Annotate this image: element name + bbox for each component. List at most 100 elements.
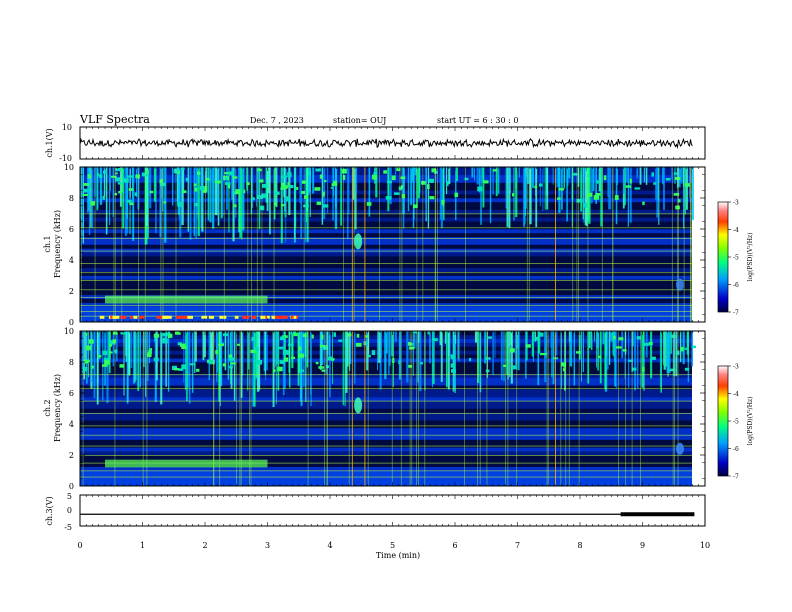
spectrogram-streak	[539, 167, 541, 207]
time-tick-label: 3	[265, 541, 270, 550]
spectrogram-band	[80, 287, 692, 292]
vertical-interference-line	[114, 331, 116, 486]
spectrogram-patch	[101, 364, 108, 367]
vertical-interference-line	[138, 167, 139, 322]
spectrogram-streak	[91, 167, 94, 229]
spectrogram-patch	[331, 358, 335, 361]
spectrogram-streak	[683, 167, 685, 229]
spectrogram-streak	[145, 331, 147, 397]
spectrogram-patch	[229, 365, 233, 369]
spectrogram-patch	[224, 177, 228, 181]
spectrogram-streak	[477, 331, 480, 384]
spectrogram-streak	[344, 331, 346, 407]
vertical-interference-line	[213, 331, 214, 486]
vertical-interference-line	[416, 331, 417, 486]
spectrogram-streak	[288, 167, 291, 216]
spectrogram-patch	[429, 196, 435, 200]
spectrogram-streak	[580, 167, 583, 212]
spectrogram-streak	[214, 167, 218, 216]
spectrogram-streak	[571, 167, 573, 227]
spectrogram-streak	[552, 167, 554, 185]
spectrogram-streak	[177, 167, 181, 215]
spectrogram-band	[80, 213, 692, 218]
vertical-interference-line	[326, 331, 328, 486]
spectrogram-streak	[643, 331, 645, 391]
spectrogram-streak	[133, 331, 135, 384]
spectrogram-patch	[561, 362, 567, 367]
spectrogram-streak	[128, 331, 131, 376]
spectrogram-patch	[558, 188, 564, 191]
spectrogram-patch	[83, 188, 88, 193]
spectrogram-streak	[98, 331, 101, 360]
spectrogram-streak	[557, 167, 560, 188]
spectrogram-streak	[115, 331, 118, 362]
spectrogram-streak	[453, 331, 456, 392]
spectrogram-streak	[550, 331, 553, 348]
spectrogram-streak	[255, 331, 258, 378]
spectrogram-streak	[582, 167, 584, 220]
spectrogram-streak	[531, 331, 534, 357]
spectrogram-streak	[188, 331, 190, 395]
ch1-colorbar-ticks: -3 -4 -5 -6 -7	[728, 200, 739, 317]
spectrogram-streak	[193, 167, 196, 237]
ch1-ytick-bottom: -10	[59, 154, 72, 163]
ch2-spectrogram-y-ticks: 0 2 4 6 8 10	[64, 327, 706, 491]
spectrogram-streak	[500, 331, 503, 381]
time-tick-label: 2	[202, 541, 207, 550]
vertical-interference-line	[343, 167, 344, 322]
spectrogram-streak	[627, 167, 629, 227]
spectrogram-patch	[408, 343, 414, 346]
spectrogram-streak	[366, 331, 369, 371]
spectrogram-streak	[604, 331, 607, 390]
spectrogram-streak	[597, 331, 599, 349]
spectrogram-patch	[134, 192, 138, 197]
spectrogram-streak	[418, 331, 420, 343]
spectrogram-streak	[231, 331, 234, 366]
spectrogram-patch	[538, 183, 543, 187]
interference-line	[80, 227, 692, 229]
spectrogram-streak	[329, 331, 331, 398]
vertical-interference-line	[572, 167, 574, 322]
lf-emission	[260, 315, 266, 319]
ch1-colorbar-label: log(PSD)(V²/Hz)	[747, 233, 754, 282]
spectrogram-patch	[222, 333, 229, 337]
vertical-interference-line	[273, 167, 275, 322]
spectrogram-patch	[129, 202, 134, 206]
spectrogram-patch	[642, 201, 645, 205]
time-tick-label: 1	[140, 541, 145, 550]
spectrogram-patch	[302, 333, 307, 338]
spectrogram-band	[80, 201, 692, 207]
vertical-interference-line	[465, 167, 466, 322]
vertical-interference-line	[391, 331, 393, 486]
spectrogram-streak	[91, 331, 93, 383]
lf-emission	[186, 315, 194, 319]
spectrogram-streak	[208, 331, 210, 381]
late-emission	[676, 278, 684, 291]
spectrogram-streak	[329, 331, 331, 358]
spectrogram-streak	[431, 331, 433, 388]
spectrogram-patch	[485, 369, 490, 373]
spectrogram-streak	[221, 167, 224, 217]
spectrogram-band	[80, 302, 692, 307]
spectrogram-streak	[81, 331, 83, 374]
lf-emission	[175, 315, 180, 319]
spectrogram-streak	[215, 331, 218, 383]
spectrogram-streak	[87, 167, 89, 213]
spectrogram-patch	[342, 175, 346, 180]
spectrogram-patch	[642, 367, 645, 372]
spectrogram-streak	[681, 167, 683, 184]
spectrogram-streak	[164, 167, 167, 243]
spectrogram-streak	[218, 331, 220, 402]
vertical-interference-line	[416, 167, 418, 322]
spectrogram-streak	[495, 167, 498, 197]
spectrogram-band	[80, 252, 692, 257]
spectrogram-streak	[564, 331, 566, 391]
vertical-interference-line	[434, 167, 436, 322]
spectrogram-patch	[365, 335, 369, 338]
spectrogram-patch	[165, 331, 171, 336]
spectrogram-streak	[191, 331, 194, 393]
spectrogram-patch	[333, 332, 337, 337]
spectrogram-patch	[281, 204, 285, 207]
spectrogram-streak	[542, 167, 544, 211]
time-tick-label: 9	[640, 541, 645, 550]
